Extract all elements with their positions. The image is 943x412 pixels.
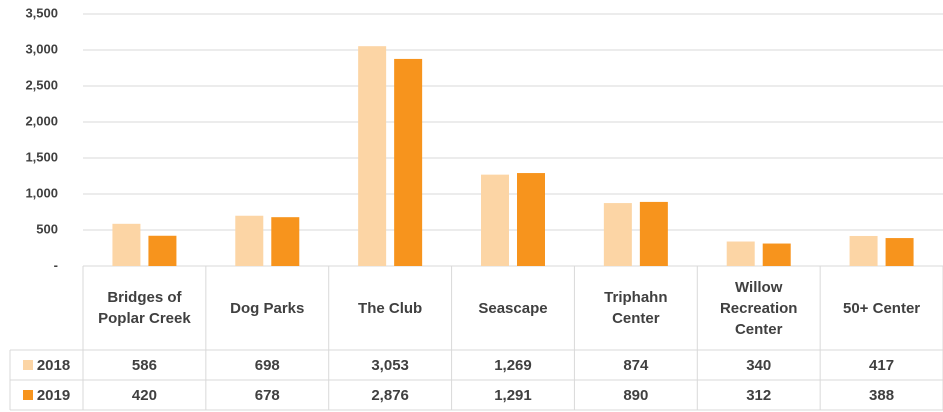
table-value-text: 417 <box>869 356 895 374</box>
bar <box>517 173 545 266</box>
y-tick-label: 500 <box>36 221 58 236</box>
legend-key <box>22 360 33 370</box>
category-label: Dog Parks <box>206 266 329 350</box>
category-label: Willow Recreation Center <box>697 266 820 350</box>
bar <box>603 203 632 266</box>
bar <box>112 223 141 266</box>
category-label: Seascape <box>452 266 575 350</box>
table-value: 388 <box>820 380 943 410</box>
bar <box>358 46 387 267</box>
bar <box>481 174 509 266</box>
category-label-text: The Club <box>358 299 423 317</box>
legend-entry: 2018 <box>10 350 83 380</box>
table-value-text: 678 <box>254 386 280 404</box>
table-value: 420 <box>83 380 206 410</box>
table-value: 1,291 <box>452 380 575 410</box>
category-label: Bridges of Poplar Creek <box>83 266 206 350</box>
table-value: 586 <box>83 350 206 380</box>
bar <box>885 238 914 266</box>
category-label-text: Willow Recreation Center <box>719 278 798 338</box>
table-value-text: 2,876 <box>371 386 409 404</box>
table-value: 417 <box>820 350 943 380</box>
bar <box>235 215 264 266</box>
table-value: 1,269 <box>452 350 575 380</box>
table-value: 890 <box>574 380 697 410</box>
y-tick-label: 3,000 <box>25 41 58 56</box>
table-value-text: 586 <box>131 356 157 374</box>
legend-key <box>22 390 33 400</box>
table-value-text: 3,053 <box>371 356 409 374</box>
table-value-text: 890 <box>623 386 649 404</box>
y-tick-label: 2,000 <box>25 113 58 128</box>
category-label-text: Dog Parks <box>230 299 305 317</box>
y-tick-label: 1,000 <box>25 185 58 200</box>
y-tick-label: 2,500 <box>25 77 58 92</box>
table-value: 340 <box>697 350 820 380</box>
table-value: 874 <box>574 350 697 380</box>
table-value: 312 <box>697 380 820 410</box>
legend-entry: 2019 <box>10 380 83 410</box>
y-tick-label: - <box>54 257 58 272</box>
category-label: The Club <box>329 266 452 350</box>
bar <box>394 58 423 266</box>
category-label: Triphahn Center <box>574 266 697 350</box>
table-value-text: 1,291 <box>494 386 532 404</box>
table-value-text: 388 <box>869 386 895 404</box>
bar <box>726 241 755 266</box>
table-value: 2,876 <box>329 380 452 410</box>
category-label: 50+ Center <box>820 266 943 350</box>
category-label-text: Seascape <box>478 299 548 317</box>
bar <box>148 235 177 266</box>
bar <box>639 201 668 266</box>
legend-label: 2018 <box>36 356 71 374</box>
category-label-text: Triphahn Center <box>604 289 668 327</box>
table-value-text: 1,269 <box>494 356 532 374</box>
table-value-text: 420 <box>131 386 157 404</box>
table-value-text: 340 <box>746 356 772 374</box>
y-tick-label: 1,500 <box>25 149 58 164</box>
table-value-text: 874 <box>623 356 649 374</box>
bar <box>762 243 791 266</box>
table-value: 698 <box>206 350 329 380</box>
category-label-text: Bridges of Poplar Creek <box>98 289 191 327</box>
legend-label: 2019 <box>36 386 71 404</box>
bar <box>849 235 878 266</box>
table-value: 3,053 <box>329 350 452 380</box>
category-label-text: 50+ Center <box>843 299 921 317</box>
table-value: 678 <box>206 380 329 410</box>
table-value-text: 312 <box>746 386 772 404</box>
bar <box>271 217 300 266</box>
table-value-text: 698 <box>254 356 280 374</box>
y-tick-label: 3,500 <box>25 5 58 20</box>
